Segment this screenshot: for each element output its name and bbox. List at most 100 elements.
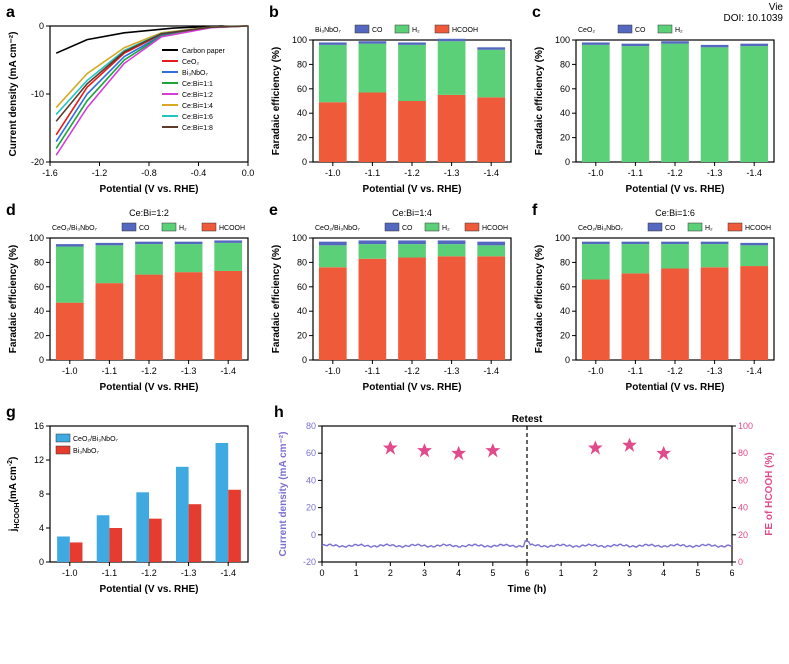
- svg-text:-1.0: -1.0: [325, 366, 341, 376]
- svg-text:40: 40: [738, 503, 748, 513]
- svg-text:0: 0: [738, 557, 743, 567]
- svg-text:-1.3: -1.3: [444, 366, 460, 376]
- svg-text:-1.1: -1.1: [365, 366, 381, 376]
- svg-text:-1.0: -1.0: [588, 366, 604, 376]
- svg-text:20: 20: [738, 530, 748, 540]
- svg-text:60: 60: [738, 475, 748, 485]
- svg-text:Retest: Retest: [512, 414, 543, 425]
- svg-text:CO: CO: [665, 225, 676, 232]
- panel-h: hRetest0123456123456-2002040608002040608…: [272, 404, 785, 598]
- panel-b: bBi₃NbO₇COH₂HCOOH020406080100-1.0-1.1-1.…: [267, 4, 522, 198]
- svg-text:H₂: H₂: [179, 225, 187, 232]
- svg-text:100: 100: [29, 233, 44, 243]
- svg-text:CeO₂/Bi₃NbO₇: CeO₂/Bi₃NbO₇: [578, 225, 624, 232]
- svg-text:20: 20: [297, 331, 307, 341]
- svg-text:Faradaic efficiency (%): Faradaic efficiency (%): [534, 245, 545, 353]
- panel_f-chart: Ce:Bi=1:6CeO₂/Bi₃NbO₇COH₂HCOOH0204060801…: [530, 206, 780, 396]
- svg-text:H₂: H₂: [705, 225, 713, 232]
- svg-text:0: 0: [39, 557, 44, 567]
- svg-text:Potential (V vs. RHE): Potential (V vs. RHE): [626, 184, 725, 195]
- panel-d: dCe:Bi=1:2CeO₂/Bi₃NbO₇COH₂HCOOH020406080…: [4, 202, 259, 396]
- panel-a: a-1.6-1.2-0.8-0.40.0-20-100Carbon paperC…: [4, 4, 259, 198]
- svg-text:Potential (V vs. RHE): Potential (V vs. RHE): [100, 382, 199, 393]
- svg-text:80: 80: [738, 448, 748, 458]
- svg-text:-1.4: -1.4: [483, 366, 499, 376]
- svg-text:H₂: H₂: [442, 225, 450, 232]
- svg-text:2: 2: [388, 568, 393, 578]
- svg-text:jHCOOH(mA cm-2): jHCOOH(mA cm-2): [7, 457, 21, 533]
- panel-h-chart: Retest0123456123456-20020406080020406080…: [272, 408, 782, 598]
- svg-text:-1.1: -1.1: [628, 366, 644, 376]
- svg-text:80: 80: [297, 59, 307, 69]
- svg-text:-20: -20: [303, 557, 316, 567]
- panel-e: eCe:Bi=1:4CeO₂/Bi₃NbO₇COH₂HCOOH020406080…: [267, 202, 522, 396]
- svg-text:H₂: H₂: [412, 27, 420, 34]
- svg-text:-0.4: -0.4: [191, 168, 207, 178]
- svg-text:5: 5: [695, 568, 700, 578]
- svg-text:80: 80: [297, 257, 307, 267]
- svg-text:4: 4: [661, 568, 666, 578]
- svg-text:0: 0: [565, 157, 570, 167]
- svg-text:-1.1: -1.1: [102, 366, 118, 376]
- svg-text:0: 0: [302, 355, 307, 365]
- svg-text:Ce:Bi=1:4: Ce:Bi=1:4: [392, 208, 432, 218]
- figure-row-4: gCeO₂/Bi₃NbO₇Bi₃NbO₇0481216-1.0-1.1-1.2-…: [4, 404, 785, 598]
- svg-text:20: 20: [306, 503, 316, 513]
- svg-text:-1.0: -1.0: [588, 168, 604, 178]
- svg-text:4: 4: [456, 568, 461, 578]
- panel-c-letter: c: [532, 4, 541, 22]
- svg-text:16: 16: [34, 421, 44, 431]
- svg-text:0: 0: [565, 355, 570, 365]
- svg-text:-0.8: -0.8: [141, 168, 157, 178]
- panel-g: gCeO₂/Bi₃NbO₇Bi₃NbO₇0481216-1.0-1.1-1.2-…: [4, 404, 264, 598]
- svg-text:Potential (V vs. RHE): Potential (V vs. RHE): [363, 382, 462, 393]
- svg-text:-1.3: -1.3: [181, 568, 197, 578]
- panel-g-chart: CeO₂/Bi₃NbO₇Bi₃NbO₇0481216-1.0-1.1-1.2-1…: [4, 408, 254, 598]
- svg-text:80: 80: [34, 257, 44, 267]
- svg-text:100: 100: [555, 233, 570, 243]
- svg-text:-1.0: -1.0: [62, 568, 78, 578]
- svg-text:0: 0: [39, 21, 44, 31]
- svg-text:100: 100: [738, 421, 753, 431]
- svg-text:-1.4: -1.4: [746, 168, 762, 178]
- svg-text:4: 4: [39, 523, 44, 533]
- svg-text:Ce:Bi=1:8: Ce:Bi=1:8: [182, 125, 213, 132]
- svg-text:8: 8: [39, 489, 44, 499]
- panel-a-chart: -1.6-1.2-0.8-0.40.0-20-100Carbon paperCe…: [4, 8, 254, 198]
- svg-text:80: 80: [560, 59, 570, 69]
- svg-text:Current density (mA cm⁻²): Current density (mA cm⁻²): [278, 432, 289, 557]
- svg-text:60: 60: [297, 84, 307, 94]
- svg-text:0.0: 0.0: [242, 168, 254, 178]
- svg-text:-1.6: -1.6: [42, 168, 58, 178]
- svg-text:Bi₃NbO₇: Bi₃NbO₇: [182, 70, 208, 77]
- svg-text:20: 20: [560, 133, 570, 143]
- panel-f-letter: f: [532, 202, 537, 220]
- svg-text:-1.1: -1.1: [365, 168, 381, 178]
- svg-text:0: 0: [311, 530, 316, 540]
- svg-text:40: 40: [297, 108, 307, 118]
- svg-text:CeO₂: CeO₂: [578, 27, 595, 34]
- svg-text:H₂: H₂: [675, 27, 683, 34]
- svg-text:Faradaic efficiency (%): Faradaic efficiency (%): [271, 47, 282, 155]
- svg-text:40: 40: [297, 306, 307, 316]
- panel_c-chart: CeO₂COH₂020406080100-1.0-1.1-1.2-1.3-1.4…: [530, 8, 780, 198]
- svg-text:80: 80: [560, 257, 570, 267]
- svg-text:HCOOH: HCOOH: [452, 27, 478, 34]
- svg-text:Potential (V vs. RHE): Potential (V vs. RHE): [100, 584, 199, 595]
- figure-grid: a-1.6-1.2-0.8-0.40.0-20-100Carbon paperC…: [4, 4, 785, 400]
- svg-text:FE of HCOOH (%): FE of HCOOH (%): [764, 452, 775, 535]
- svg-text:80: 80: [306, 421, 316, 431]
- svg-text:Carbon paper: Carbon paper: [182, 48, 225, 55]
- svg-text:-1.4: -1.4: [220, 366, 236, 376]
- svg-text:-1.4: -1.4: [220, 568, 236, 578]
- svg-text:Ce:Bi=1:2: Ce:Bi=1:2: [182, 92, 213, 99]
- svg-text:HCOOH: HCOOH: [482, 225, 508, 232]
- svg-text:-1.2: -1.2: [92, 168, 108, 178]
- svg-text:Potential (V vs. RHE): Potential (V vs. RHE): [363, 184, 462, 195]
- svg-text:HCOOH: HCOOH: [219, 225, 245, 232]
- svg-text:-1.3: -1.3: [707, 168, 723, 178]
- svg-text:0: 0: [302, 157, 307, 167]
- panel-h-letter: h: [274, 404, 284, 422]
- svg-text:Bi₃NbO₇: Bi₃NbO₇: [315, 27, 341, 34]
- svg-text:40: 40: [560, 306, 570, 316]
